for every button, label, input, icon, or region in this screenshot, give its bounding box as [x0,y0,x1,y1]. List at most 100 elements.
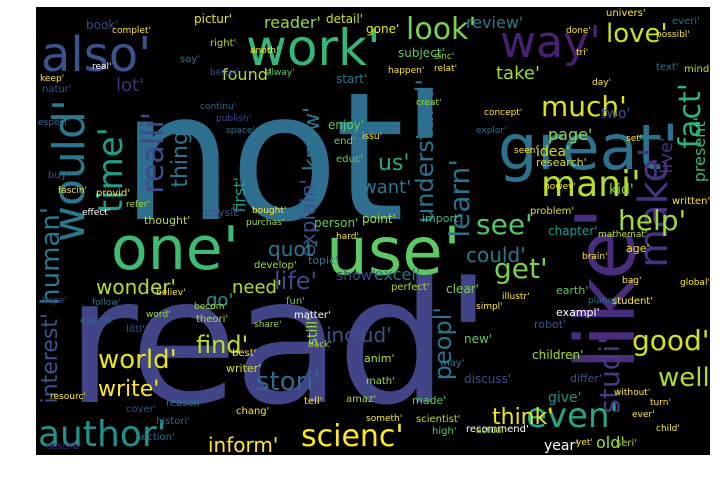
cloud-word: bag' [622,276,642,286]
cloud-word: writer' [226,362,262,375]
cloud-word: scientist' [416,414,461,425]
cloud-word: know' [300,107,325,172]
cloud-word: present' [690,117,709,183]
cloud-word: without' [614,388,651,398]
cloud-word: educ' [336,154,364,165]
cloud-word: us' [378,151,410,176]
cloud-word: alway' [266,68,295,78]
cloud-word: great' [498,111,679,184]
cloud-word: read' [66,241,492,444]
cloud-word: word' [146,310,171,320]
cloud-word: point' [362,212,396,226]
cloud-word: planet' [588,296,619,306]
cloud-word: littl' [126,324,145,335]
cloud-word: live' [656,137,677,174]
cloud-word: cover' [126,404,157,415]
cloud-word: show' [336,268,377,284]
cloud-word: peopl' [429,307,457,381]
cloud-word: natur' [42,84,72,95]
cloud-word: good' [632,324,710,357]
cloud-word: explor' [476,126,507,136]
cloud-word: illustr' [502,292,530,302]
cloud-word: love' [606,19,668,49]
cloud-word: global' [680,278,710,288]
cloud-word: start' [336,72,368,86]
cloud-word: children' [532,348,584,362]
cloud-word: learn' [443,159,476,238]
cloud-word: exampl' [556,306,600,319]
cloud-word: back' [308,340,332,350]
cloud-word: much' [541,90,627,123]
cloud-word: reader' [264,13,321,32]
cloud-word: relat' [434,64,458,74]
cloud-word: use' [326,213,461,290]
cloud-word: theori' [196,314,229,325]
cloud-word: refer' [126,200,150,210]
cloud-word: excel' [374,265,421,284]
cloud-word: lot' [116,75,145,96]
cloud-word: think' [492,405,554,430]
cloud-word: detail' [326,12,364,26]
cloud-word: also' [41,27,152,83]
cloud-word: matter' [294,310,331,321]
cloud-word: develop' [254,260,297,271]
cloud-word: provid' [96,188,131,199]
cloud-word: amaz' [346,394,376,405]
cloud-word: effect' [82,208,111,218]
cloud-word: publish' [216,114,251,124]
cloud-word: thing' [168,125,193,188]
cloud-word: space' [226,126,255,136]
cloud-word: old' [596,433,625,452]
cloud-word: includ' [326,323,392,347]
cloud-word: two' [601,106,631,122]
cloud-word: continu' [200,102,237,112]
cloud-word: human' [36,207,66,305]
cloud-word: new' [464,332,493,346]
cloud-word: page' [548,125,593,144]
cloud-word: still' [305,317,321,346]
cloud-word: creat' [416,98,442,108]
cloud-word: problem' [530,206,575,217]
cloud-word: howev' [544,182,576,192]
cloud-word: made' [412,394,447,407]
cloud-word: happen' [388,66,425,76]
cloud-word: complet' [112,26,151,36]
cloud-word: bought' [252,206,287,216]
cloud-word: histori' [156,416,191,427]
cloud-word: look' [406,12,477,47]
cloud-word: found' [222,65,273,84]
cloud-word: not' [121,54,449,261]
cloud-word: help' [618,204,687,237]
cloud-word: tri' [576,48,589,58]
cloud-word: share' [254,320,282,330]
cloud-word: inform' [208,433,279,455]
cloud-word: written' [672,196,710,207]
cloud-word: mathemat' [598,230,648,240]
cloud-word: year' [544,438,580,454]
cloud-word: especi' [38,118,70,128]
cloud-word: describ' [46,442,82,452]
cloud-word: yet' [576,438,593,448]
cloud-word: keep' [40,74,65,84]
cloud-word: clear' [446,282,479,296]
cloud-word: real' [92,62,112,72]
cloud-word: scienc' [301,419,404,454]
cloud-word: want' [362,177,412,198]
cloud-word: say' [180,54,201,65]
cloud-word: simpl' [476,302,503,312]
cloud-word: take' [496,63,540,84]
cloud-word: need' [232,277,282,298]
cloud-word: turn' [650,398,671,408]
cloud-word: fascin' [58,186,87,196]
cloud-word: give' [548,390,582,406]
cloud-word: enjoy' [328,118,365,132]
cloud-word: one' [111,214,240,284]
cloud-word: ever' [632,410,655,420]
cloud-word: robot' [534,318,567,331]
cloud-word: univers' [606,8,646,19]
cloud-word: write' [98,377,160,402]
cloud-word: possibl' [656,30,690,40]
cloud-word: anoth' [250,46,279,56]
cloud-word: earth' [556,284,589,297]
cloud-word: topic' [308,254,339,267]
